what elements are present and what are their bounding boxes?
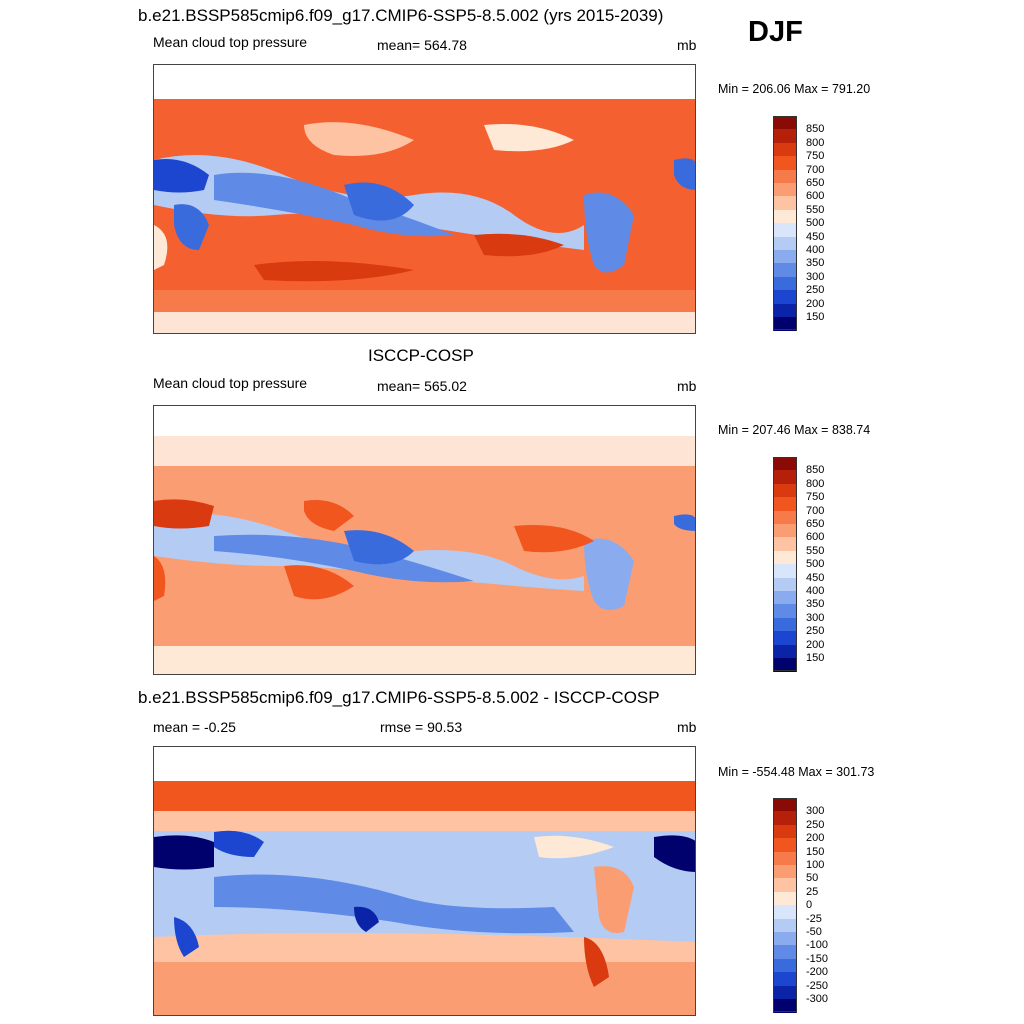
colorbar-tick-label: 50: [806, 872, 819, 885]
panel-2-variable-label: Mean cloud top pressure: [153, 375, 308, 391]
colorbar-tick-label: 500: [806, 558, 825, 571]
panel-1-mean-label: mean= 564.78: [377, 37, 467, 53]
panel-3-map-graphic: [154, 747, 695, 1015]
colorbar-tick-label: 100: [806, 859, 825, 871]
panel-1-unit: mb: [677, 37, 697, 53]
colorbar-tick-label: 650: [806, 177, 825, 189]
colorbar-tick-label: 600: [806, 531, 825, 544]
colorbar-tick-label: 850: [806, 123, 825, 136]
colorbar-tick-label: -50: [806, 926, 822, 938]
season-label: DJF: [748, 16, 803, 48]
colorbar-tick-label: -300: [806, 993, 829, 1005]
panel-3-unit: mb: [677, 719, 697, 735]
colorbar-tick-label: 250: [806, 284, 825, 297]
colorbar-tick-label: -25: [806, 912, 822, 925]
colorbar-tick-label: 750: [806, 491, 825, 504]
colorbar-tick-label: 200: [806, 297, 825, 310]
colorbar-tick-label: 600: [806, 190, 825, 203]
panel-1-variable-label: Mean cloud top pressure: [153, 34, 308, 50]
panel-1-title: b.e21.BSSP585cmip6.f09_g17.CMIP6-SSP5-8.…: [138, 6, 664, 25]
panel-2-minmax: Min = 207.46 Max = 838.74: [718, 423, 871, 437]
colorbar-tick-label: 700: [806, 163, 825, 176]
colorbar-tick-label: 450: [806, 571, 825, 584]
panel-2-mean-label: mean= 565.02: [377, 378, 467, 394]
colorbar-tick-label: 200: [806, 638, 825, 651]
colorbar-tick-label: -100: [806, 939, 829, 952]
colorbar-tick-label: 0: [806, 899, 813, 912]
panel-2-map: [153, 405, 696, 675]
panel-3-mean-label: mean = -0.25: [153, 719, 236, 735]
colorbar-frame: [773, 798, 797, 1013]
panel-2-title: ISCCP-COSP: [368, 346, 474, 365]
colorbar-tick-label: -250: [806, 979, 829, 992]
colorbar-tick-label: 700: [806, 504, 825, 517]
colorbar-tick-label: 150: [806, 845, 825, 858]
colorbar-tick-label: 350: [806, 598, 825, 611]
panel-1-map-graphic: [154, 65, 695, 333]
colorbar-tick-label: 350: [806, 257, 825, 270]
colorbar-tick-label: 150: [806, 652, 825, 664]
colorbar-tick-label: 300: [806, 611, 825, 624]
panel-1-map: [153, 64, 696, 334]
colorbar-tick-label: 800: [806, 477, 825, 490]
colorbar-frame: [773, 116, 797, 331]
colorbar-tick-label: 650: [806, 518, 825, 530]
colorbar-tick-label: 200: [806, 832, 825, 845]
colorbar-tick-label: 250: [806, 818, 825, 831]
colorbar-tick-label: 300: [806, 270, 825, 283]
colorbar-frame: [773, 457, 797, 672]
colorbar-tick-label: 750: [806, 150, 825, 163]
colorbar-tick-label: 450: [806, 230, 825, 243]
colorbar-tick-label: 400: [806, 244, 825, 256]
panel-2-map-graphic: [154, 406, 695, 674]
panel-3-minmax: Min = -554.48 Max = 301.73: [718, 765, 875, 779]
colorbar-tick-label: 850: [806, 464, 825, 477]
colorbar-tick-label: 250: [806, 625, 825, 638]
colorbar-tick-label: 550: [806, 544, 825, 557]
colorbar-tick-label: 500: [806, 217, 825, 230]
colorbar-tick-label: 25: [806, 885, 819, 898]
panel-3-rmse-label: rmse = 90.53: [380, 719, 463, 735]
colorbar-tick-label: -200: [806, 966, 829, 979]
colorbar-tick-label: 550: [806, 203, 825, 216]
panel-3-map: [153, 746, 696, 1016]
colorbar-tick-label: 300: [806, 805, 825, 818]
colorbar-tick-label: -150: [806, 952, 829, 965]
colorbar-tick-label: 150: [806, 311, 825, 323]
panel-2-unit: mb: [677, 378, 697, 394]
colorbar-tick-label: 800: [806, 136, 825, 149]
panel-1-minmax: Min = 206.06 Max = 791.20: [718, 82, 871, 96]
colorbar-tick-label: 400: [806, 585, 825, 597]
panel-3-title: b.e21.BSSP585cmip6.f09_g17.CMIP6-SSP5-8.…: [138, 688, 660, 707]
